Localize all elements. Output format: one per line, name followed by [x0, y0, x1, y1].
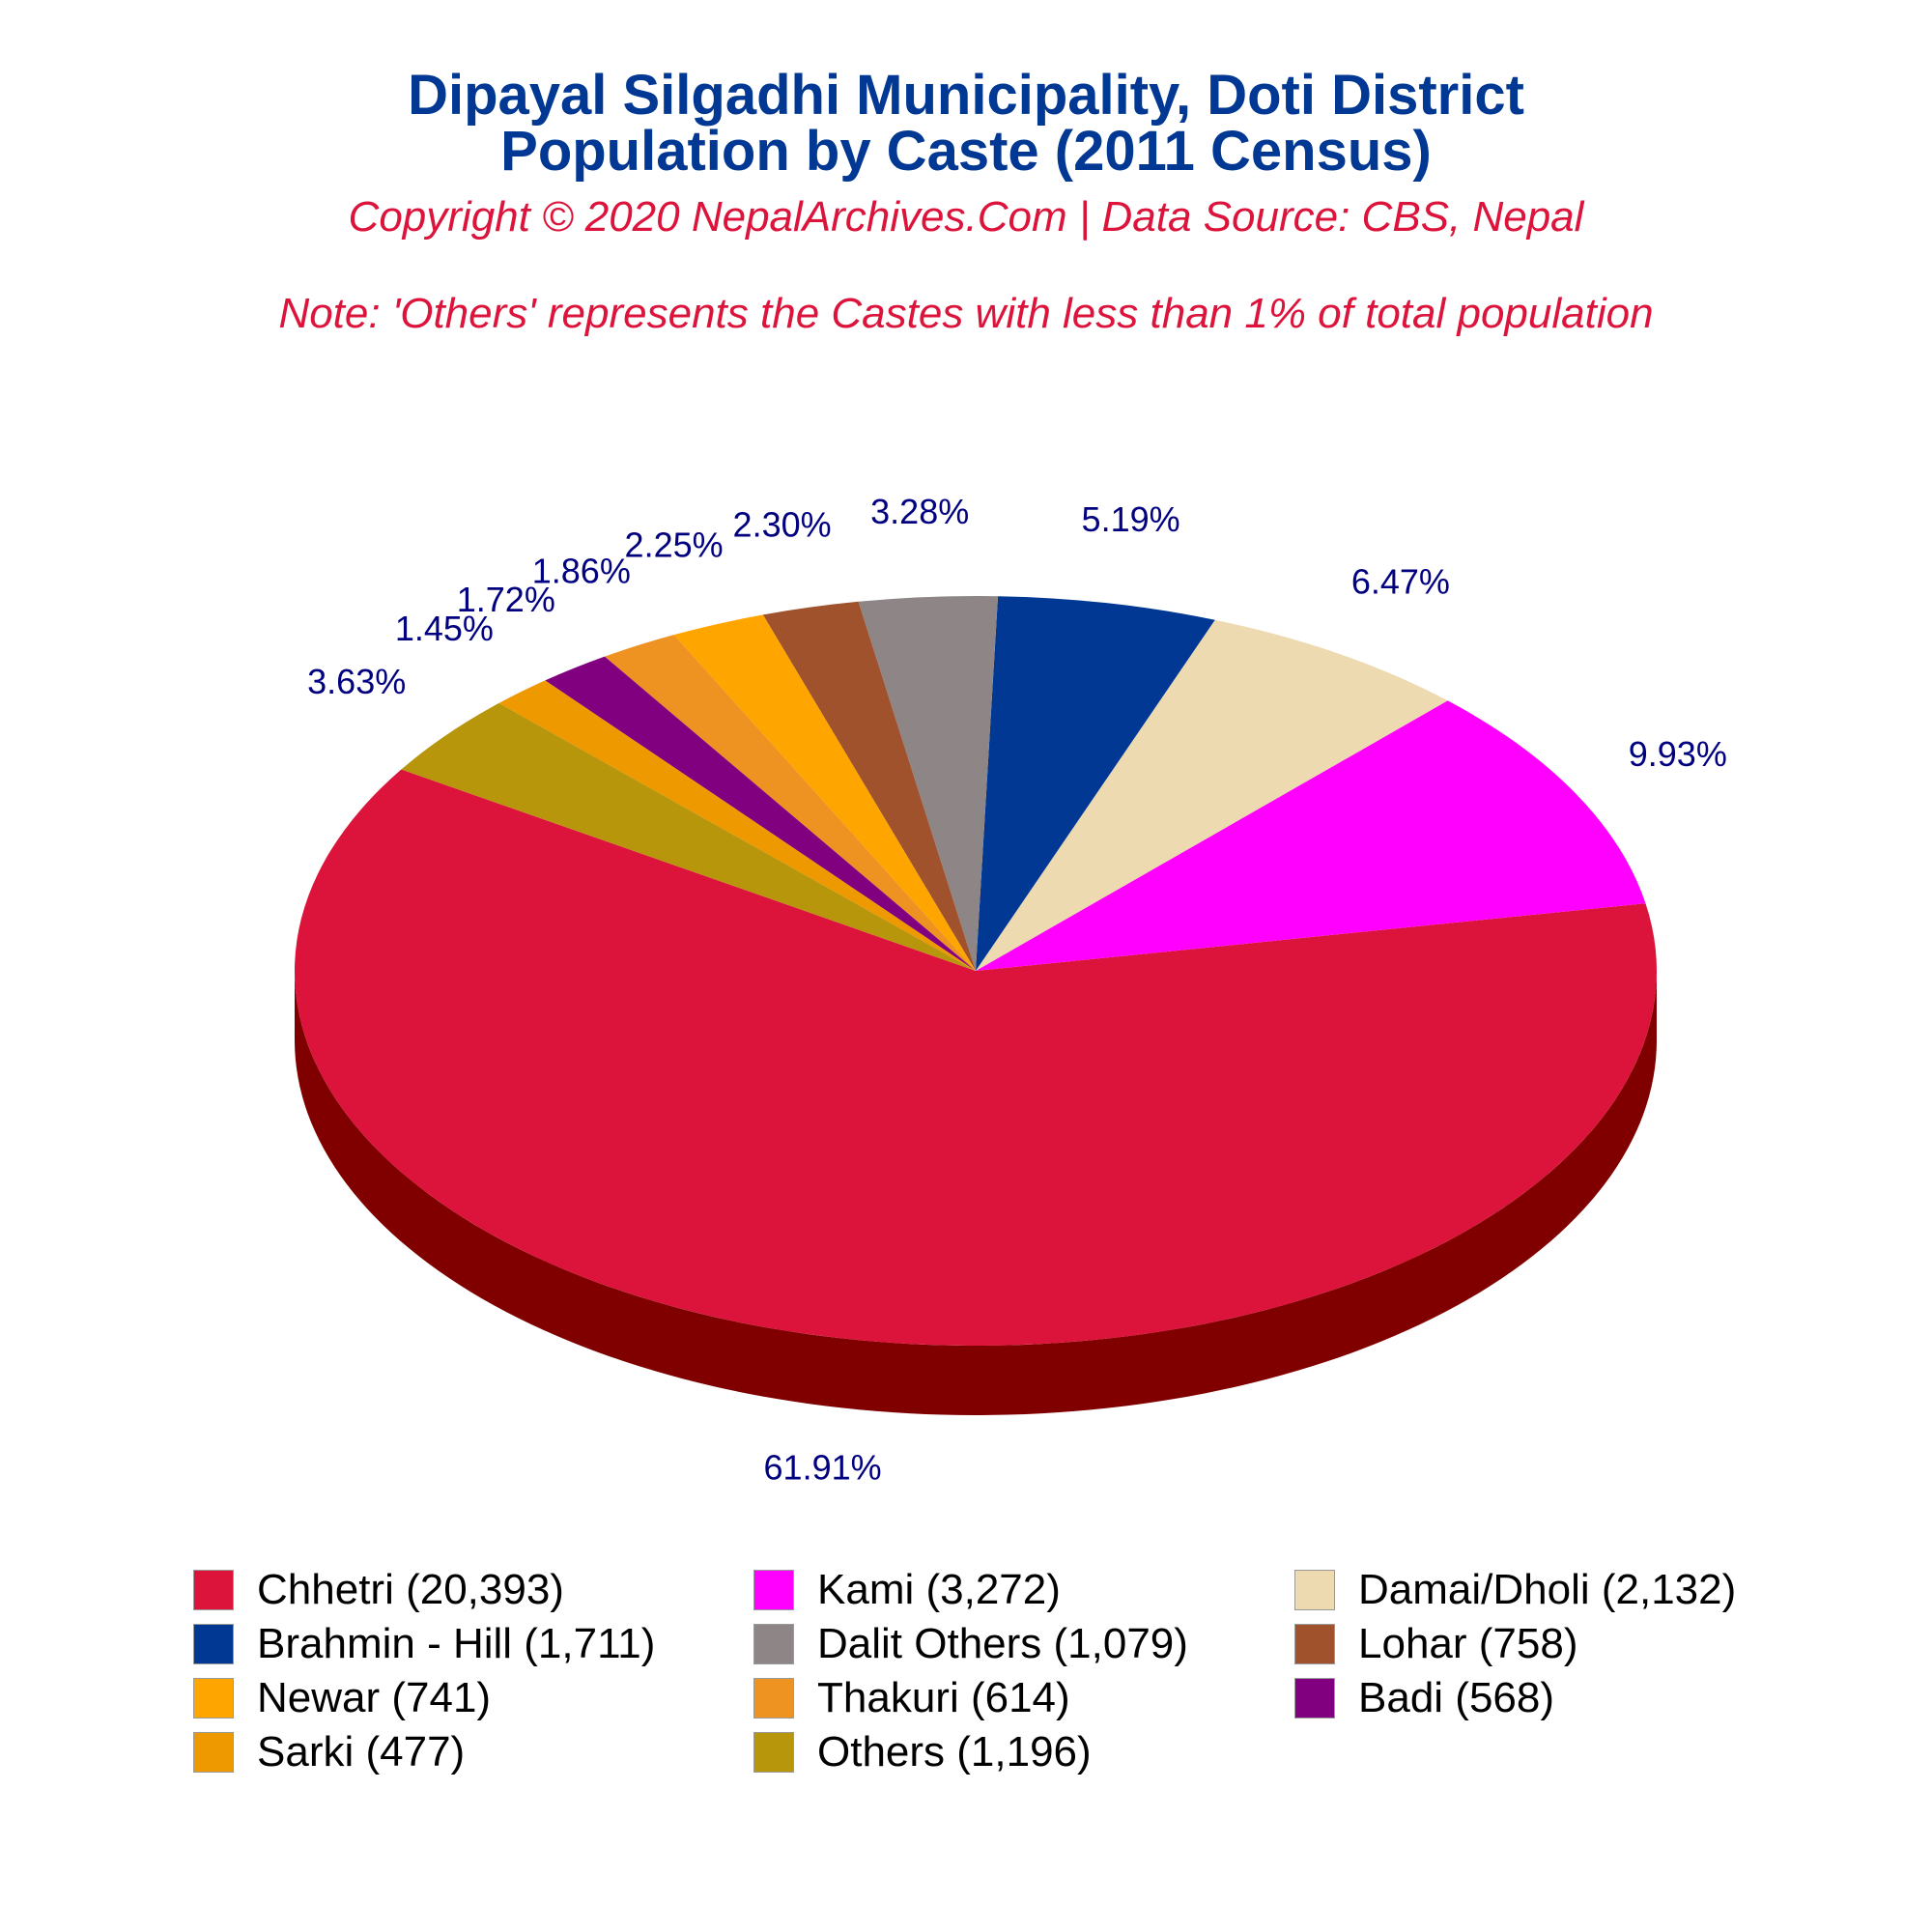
legend-item-kami: Kami (3,272): [753, 1565, 1294, 1615]
legend-label: Brahmin - Hill (1,711): [257, 1620, 656, 1667]
legend-swatch: [193, 1570, 234, 1610]
legend-label: Lohar (758): [1358, 1620, 1578, 1667]
pie-label-damai-dholi: 6.47%: [1351, 562, 1450, 602]
legend-label: Kami (3,272): [817, 1566, 1061, 1613]
pie-labels: 61.91% 9.93% 6.47% 5.19% 3.28% 2.30%2.25%1.86…: [307, 492, 1727, 1487]
pie-label-brahmin-hill: 5.19%: [1082, 499, 1180, 539]
pie-label-newar: 2.25%: [625, 526, 724, 565]
pie-slice-brahmin-hill: [976, 596, 1215, 971]
legend-item-thakuri: Thakuri (614): [753, 1673, 1294, 1723]
legend-swatch: [753, 1732, 794, 1773]
legend-label: Badi (568): [1358, 1674, 1555, 1721]
legend-label: Others (1,196): [817, 1728, 1092, 1776]
legend-swatch: [1294, 1570, 1335, 1610]
legend: Chhetri (20,393) Kami (3,272) Damai/Dholi …: [193, 1565, 1835, 1777]
legend-label: Thakuri (614): [817, 1674, 1070, 1721]
legend-item-brahmin-hill: Brahmin - Hill (1,711): [193, 1619, 753, 1669]
legend-swatch: [1294, 1624, 1335, 1664]
legend-swatch: [1294, 1678, 1335, 1719]
legend-swatch: [753, 1570, 794, 1610]
pie-label-kami: 9.93%: [1629, 734, 1727, 774]
pie-label-sarki: 1.45%: [395, 609, 494, 648]
legend-item-damai-dholi: Damai/Dholi (2,132): [1294, 1565, 1797, 1615]
legend-label: Newar (741): [257, 1674, 492, 1721]
pie-label-lohar: 2.30%: [733, 504, 832, 544]
legend-item-chhetri: Chhetri (20,393): [193, 1565, 753, 1615]
legend-item-newar: Newar (741): [193, 1673, 753, 1723]
chart-title-line1: Dipayal Silgadhi Municipality, Doti Dist…: [408, 64, 1524, 127]
chart-subtitle: Copyright © 2020 NepalArchives.Com | Dat…: [348, 193, 1584, 241]
pie-slice-kami: [976, 700, 1646, 971]
pie-label-badi: 1.72%: [457, 580, 555, 619]
legend-item-dalit-others: Dalit Others (1,079): [753, 1619, 1294, 1669]
legend-item-others: Others (1,196): [753, 1727, 1294, 1777]
pie-slice-badi: [545, 656, 976, 971]
pie-slice-dalit-others: [858, 596, 999, 971]
pie-tops: [294, 596, 1657, 1346]
pie-side-chhetri: [295, 971, 1657, 1415]
chart-title-line2: Population by Caste (2011 Census): [500, 120, 1432, 183]
legend-label: Dalit Others (1,079): [817, 1620, 1188, 1667]
legend-label: Chhetri (20,393): [257, 1566, 564, 1613]
pie-slice-newar: [673, 614, 976, 971]
pie-label-chhetri: 61.91%: [764, 1447, 882, 1487]
legend-swatch: [193, 1732, 234, 1773]
legend-item-sarki: Sarki (477): [193, 1727, 753, 1777]
pie-slice-chhetri: [294, 769, 1657, 1346]
pie-slice-thakuri: [604, 635, 976, 971]
legend-swatch: [753, 1624, 794, 1664]
pie-slice-others: [401, 702, 976, 971]
chart-note: Note: 'Others' represents the Castes wit…: [278, 290, 1654, 337]
pie-sides: [295, 971, 1657, 1415]
pie-slice-damai-dholi: [976, 619, 1448, 971]
pie-slice-lohar: [762, 601, 976, 971]
legend-label: Damai/Dholi (2,132): [1358, 1566, 1737, 1613]
legend-label: Sarki (477): [257, 1728, 466, 1776]
legend-swatch: [193, 1624, 234, 1664]
legend-item-badi: Badi (568): [1294, 1673, 1797, 1723]
legend-swatch: [753, 1678, 794, 1719]
pie-label-thakuri: 1.86%: [532, 552, 631, 591]
legend-swatch: [193, 1678, 234, 1719]
pie-label-dalit-others: 3.28%: [870, 492, 969, 531]
pie-label-others: 3.63%: [307, 662, 406, 701]
pie-slice-sarki: [498, 680, 976, 971]
legend-item-lohar: Lohar (758): [1294, 1619, 1797, 1669]
